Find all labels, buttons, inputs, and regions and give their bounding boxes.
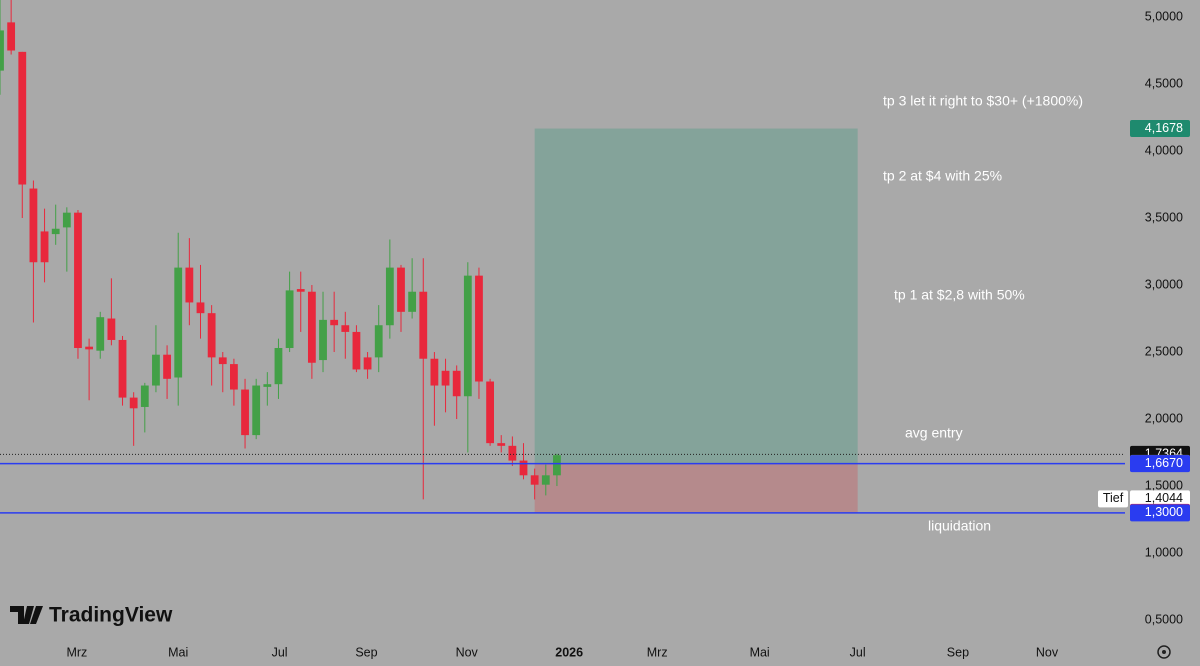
y-tick-label: 1,0000 (1145, 545, 1183, 559)
y-tick-label: 2,5000 (1145, 344, 1183, 358)
candle-body (0, 30, 4, 71)
price-label-box (1130, 455, 1190, 473)
candle-body (486, 381, 494, 444)
annotation: tp 3 let it right to $30+ (+1800%) (883, 93, 1083, 109)
candle-body (341, 325, 350, 332)
candle-body (218, 357, 227, 365)
annotation: tp 2 at $4 with 25% (883, 168, 1002, 184)
candle-body (29, 188, 38, 263)
y-tick-label: 4,0000 (1145, 143, 1183, 157)
candle-body (508, 445, 517, 461)
y-tick-label: 0,5000 (1145, 612, 1183, 626)
price-label: 1,6670 (1145, 456, 1183, 470)
candle-body (441, 370, 450, 386)
candle-body (18, 51, 27, 185)
candle-body (207, 313, 216, 358)
price-label: 1,4044 (1145, 491, 1183, 505)
candle-body (430, 358, 439, 386)
candle-body (263, 384, 272, 387)
candle-body (285, 290, 294, 349)
y-tick-label: 3,0000 (1145, 277, 1183, 291)
annotation: tp 1 at $2,8 with 50% (894, 287, 1025, 303)
brand-text: TradingView (49, 604, 173, 627)
candle-body (140, 385, 149, 407)
y-tick-label: 1,5000 (1145, 478, 1183, 492)
candle-body (163, 354, 171, 379)
candle-body (307, 291, 316, 363)
candle-body (174, 267, 183, 378)
candle-body (241, 389, 249, 436)
y-tick-label: 2,0000 (1145, 411, 1183, 425)
y-tick-label: 5,0000 (1145, 9, 1183, 23)
brand-icon (10, 606, 43, 624)
candle-body (408, 291, 417, 312)
candle-body (553, 455, 561, 476)
candle-body (463, 275, 472, 397)
candle-body (497, 443, 506, 446)
brand-logo: TradingView (10, 604, 173, 627)
candle-body (519, 460, 528, 476)
candle-body (374, 325, 383, 358)
loss-zone (534, 463, 858, 513)
candle-body (51, 228, 60, 235)
annotation: liquidation (928, 518, 991, 534)
candle-body (118, 339, 127, 398)
x-tick-label: Nov (456, 645, 479, 659)
plot-area (0, 0, 1125, 514)
y-tick-label: 3,5000 (1145, 210, 1183, 224)
candle-body (152, 354, 160, 386)
candle-body (385, 267, 394, 326)
candle-body (363, 357, 372, 370)
candle-body (452, 370, 461, 397)
candle-body (296, 289, 305, 292)
candle-body (274, 348, 283, 385)
x-tick-label: Sep (355, 645, 377, 659)
annotation: avg entry (905, 425, 963, 441)
candle-body (419, 291, 428, 359)
candle-body (129, 397, 138, 409)
price-label-box (1130, 490, 1190, 508)
candle-body (530, 475, 539, 485)
candle-body (352, 331, 361, 370)
x-tick-label: Sep (947, 645, 969, 659)
x-tick-label: Nov (1036, 645, 1059, 659)
candle-body (475, 275, 483, 382)
candle-body (319, 319, 327, 361)
settings-icon[interactable] (1157, 645, 1171, 659)
settings-icon-center (1162, 650, 1166, 654)
x-tick-label: Mrz (66, 645, 87, 659)
candle-body (185, 267, 194, 303)
candle-body (397, 267, 405, 312)
low-tag: Tief (1103, 491, 1124, 505)
x-tick-label: Mai (168, 645, 188, 659)
candle-body (62, 212, 71, 228)
profit-zone (534, 128, 858, 464)
x-tick-label: Mai (750, 645, 770, 659)
candle-body (40, 231, 49, 263)
x-tick-label: Mrz (647, 645, 668, 659)
low-tag-box (1098, 490, 1128, 508)
candle-body (7, 22, 16, 51)
y-tick-label: 4,5000 (1145, 76, 1183, 90)
candle-body (230, 364, 238, 390)
x-tick-label: Jul (850, 645, 866, 659)
candle-body (107, 318, 116, 340)
candle-body (85, 346, 94, 350)
candle-body (196, 302, 205, 314)
price-label-box (1130, 120, 1190, 138)
candle-body (252, 385, 261, 436)
price-label-box (1130, 504, 1190, 522)
price-label: 4,1678 (1145, 121, 1183, 135)
price-label: 1,3000 (1145, 505, 1183, 519)
candle-body (541, 475, 550, 485)
candle-body (74, 212, 82, 349)
x-tick-label: 2026 (555, 645, 583, 659)
x-tick-label: Jul (272, 645, 288, 659)
candle-body (96, 317, 105, 351)
candle-body (330, 319, 339, 326)
